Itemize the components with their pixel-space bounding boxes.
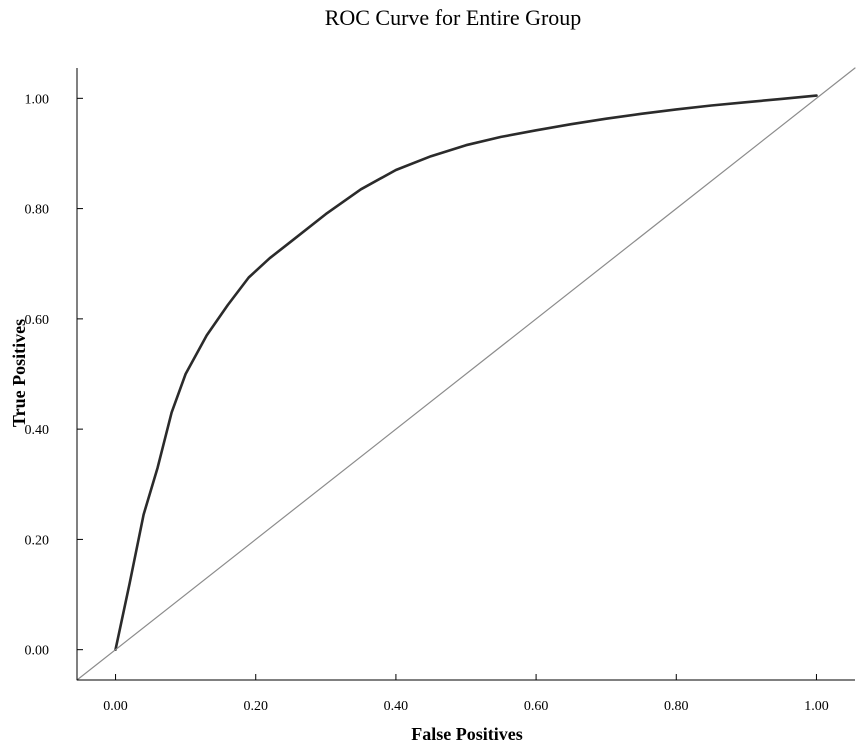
x-axis-title: False Positives xyxy=(411,724,522,744)
y-tick-label: 0.40 xyxy=(25,423,50,438)
x-tick-label: 0.40 xyxy=(384,699,409,714)
x-tick-label: 0.80 xyxy=(664,699,689,714)
plot-area xyxy=(76,67,856,681)
y-tick-label: 1.00 xyxy=(25,92,50,107)
ticks: 0.00 0.20 0.40 0.60 0.80 1.00 0.00 0.20 0.40 0.60… xyxy=(25,92,829,714)
y-tick-label: 0.60 xyxy=(25,313,50,328)
roc-curve-line xyxy=(114,94,818,652)
axes xyxy=(76,68,855,681)
y-tick-label: 0.00 xyxy=(25,644,50,659)
x-tick-label: 0.00 xyxy=(103,699,128,714)
x-tick-label: 0.60 xyxy=(524,699,549,714)
x-tick-label: 0.20 xyxy=(243,699,268,714)
reference-diagonal-line xyxy=(76,67,856,681)
y-axis-title: True Positives xyxy=(9,319,29,427)
chart-title: ROC Curve for Entire Group xyxy=(325,5,582,30)
y-tick-label: 0.80 xyxy=(25,203,50,218)
y-tick-label: 0.20 xyxy=(25,533,50,548)
x-tick-label: 1.00 xyxy=(804,699,829,714)
